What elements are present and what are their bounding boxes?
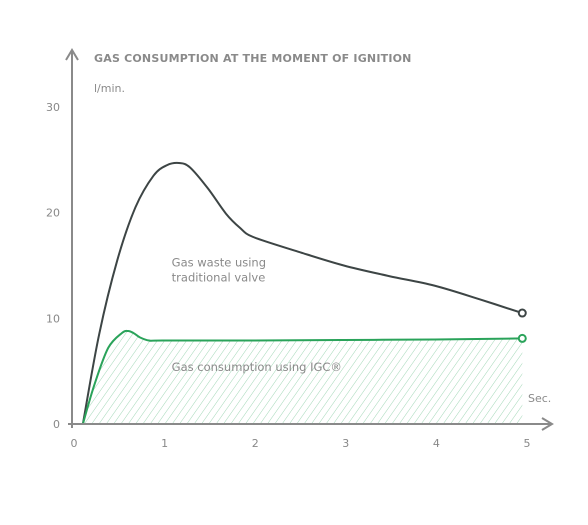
annotation-text: Gas consumption using IGC® [172, 360, 342, 374]
chart-title: GAS CONSUMPTION AT THE MOMENT OF IGNITIO… [94, 52, 412, 65]
y-tick-label: 0 [53, 418, 60, 431]
x-tick-label: 5 [524, 437, 531, 450]
end-point-traditional-valve [519, 310, 526, 317]
y-tick-label: 20 [46, 207, 60, 220]
x-axis-unit-label: Sec. [528, 392, 551, 405]
annotation-text: traditional valve [172, 271, 266, 285]
x-tick-label: 2 [252, 437, 259, 450]
x-tick-label: 3 [342, 437, 349, 450]
y-tick-label: 10 [46, 312, 60, 325]
x-tick-label: 0 [71, 437, 78, 450]
igc-area-fill [83, 331, 522, 424]
y-axis-unit-label: l/min. [94, 82, 125, 95]
x-tick-label: 4 [433, 437, 440, 450]
end-point-igc [519, 335, 526, 342]
annotation-text: Gas waste using [172, 256, 266, 270]
x-tick-label: 1 [161, 437, 168, 450]
y-tick-label: 30 [46, 101, 60, 114]
